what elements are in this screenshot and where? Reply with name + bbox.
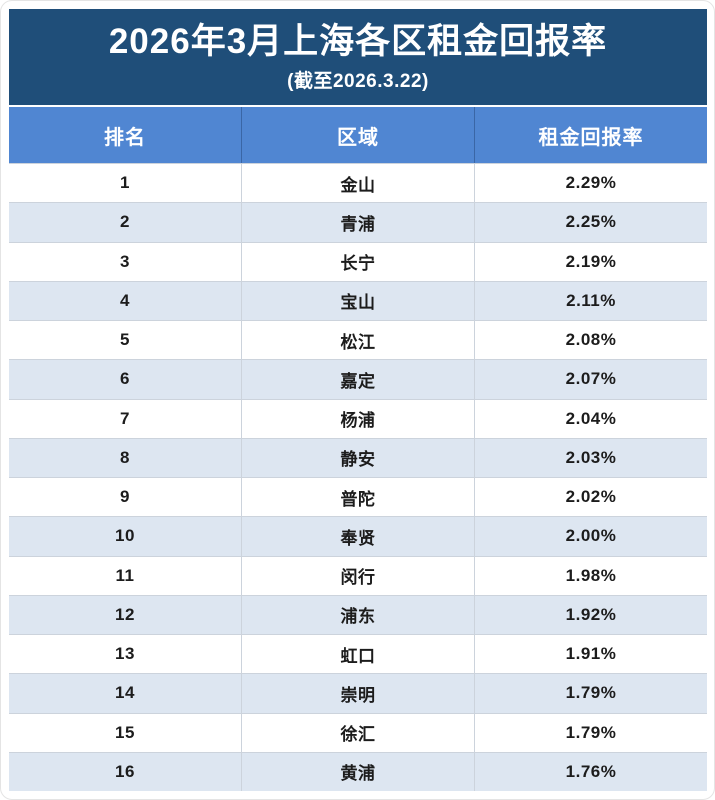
table-row: 2 青浦 2.25%	[9, 202, 707, 242]
district-cell: 松江	[241, 321, 474, 360]
table-row: 1 金山 2.29%	[9, 164, 707, 203]
rank-cell: 5	[120, 330, 130, 350]
district-cell: 黄浦	[241, 752, 474, 791]
rank-cell: 11	[115, 565, 135, 585]
rank-cell: 13	[115, 644, 135, 664]
column-header-rank: 排名	[104, 126, 146, 149]
title-header-divider	[9, 105, 707, 107]
rank-cell: 7	[120, 408, 130, 428]
rank-cell: 12	[115, 604, 135, 624]
rank-cell: 3	[120, 251, 130, 271]
table-row: 4 宝山 2.11%	[9, 280, 707, 320]
table-row: 13 虹口 1.91%	[9, 634, 707, 674]
page-subtitle: (截至2026.3.22)	[287, 70, 429, 92]
yield-cell: 2.00%	[474, 517, 707, 556]
table-row: 15 徐汇 1.79%	[9, 712, 707, 752]
district-cell: 闵行	[241, 556, 474, 595]
title-bar: 2026年3月上海各区租金回报率 (截至2026.3.22)	[9, 9, 707, 105]
district-cell: 浦东	[241, 595, 474, 634]
yield-cell: 2.04%	[474, 399, 707, 438]
district-cell: 静安	[241, 438, 474, 477]
district-cell: 普陀	[241, 478, 474, 517]
table-row: 8 静安 2.03%	[9, 437, 707, 477]
district-cell: 嘉定	[241, 360, 474, 399]
table-header-row: 排名 区域 租金回报率	[9, 107, 707, 164]
district-cell: 金山	[241, 164, 474, 203]
district-cell: 青浦	[241, 203, 474, 242]
district-cell: 虹口	[241, 635, 474, 674]
rank-cell: 2	[120, 212, 130, 232]
column-header-yield: 租金回报率	[474, 107, 707, 163]
district-cell: 长宁	[241, 242, 474, 281]
table-body: 1 金山 2.29% 2 青浦 2.25% 3 长宁 2.19% 4 宝山 2.…	[9, 164, 707, 791]
rank-cell: 8	[120, 447, 130, 467]
table-row: 9 普陀 2.02%	[9, 477, 707, 517]
yield-cell: 2.07%	[474, 360, 707, 399]
table-row: 16 黄浦 1.76%	[9, 751, 707, 791]
column-header-district: 区域	[241, 107, 474, 163]
yield-cell: 1.79%	[474, 674, 707, 713]
yield-cell: 2.29%	[474, 164, 707, 203]
table-row: 12 浦东 1.92%	[9, 594, 707, 634]
yield-cell: 2.19%	[474, 242, 707, 281]
card-inner: 2026年3月上海各区租金回报率 (截至2026.3.22) 排名 区域 租金回…	[9, 9, 707, 791]
district-cell: 奉贤	[241, 517, 474, 556]
rank-cell: 1	[120, 173, 130, 193]
district-cell: 宝山	[241, 281, 474, 320]
yield-cell: 2.08%	[474, 321, 707, 360]
yield-cell: 1.91%	[474, 635, 707, 674]
table-row: 5 松江 2.08%	[9, 320, 707, 360]
rank-cell: 15	[115, 722, 135, 742]
table-row: 6 嘉定 2.07%	[9, 359, 707, 399]
page-title: 2026年3月上海各区租金回报率	[108, 22, 608, 62]
district-cell: 杨浦	[241, 399, 474, 438]
yield-cell: 1.92%	[474, 595, 707, 634]
district-cell: 崇明	[241, 674, 474, 713]
yield-cell: 2.11%	[474, 281, 707, 320]
rank-cell: 10	[115, 526, 135, 546]
table-row: 11 闵行 1.98%	[9, 555, 707, 595]
yield-cell: 2.03%	[474, 438, 707, 477]
rank-cell: 6	[120, 369, 130, 389]
district-cell: 徐汇	[241, 713, 474, 752]
table-row: 7 杨浦 2.04%	[9, 398, 707, 438]
yield-cell: 1.98%	[474, 556, 707, 595]
table-row: 14 崇明 1.79%	[9, 673, 707, 713]
yield-cell: 2.25%	[474, 203, 707, 242]
table-row: 3 长宁 2.19%	[9, 241, 707, 281]
rank-cell: 16	[115, 761, 135, 781]
yield-cell: 1.79%	[474, 713, 707, 752]
yield-cell: 1.76%	[474, 752, 707, 791]
rank-cell: 4	[120, 290, 130, 310]
yield-cell: 2.02%	[474, 478, 707, 517]
table-row: 10 奉贤 2.00%	[9, 516, 707, 556]
rank-cell: 9	[120, 487, 130, 507]
rank-cell: 14	[115, 683, 135, 703]
